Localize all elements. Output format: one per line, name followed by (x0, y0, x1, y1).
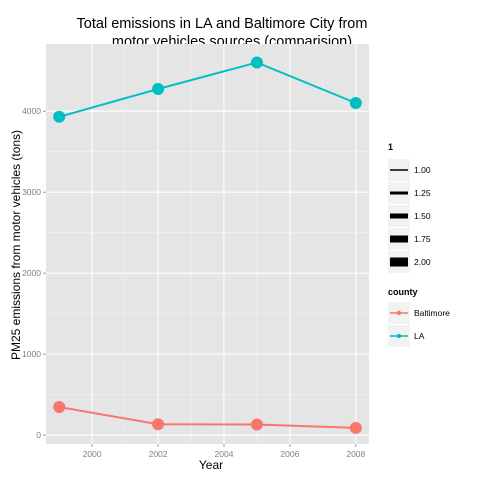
x-tick-label: 2006 (280, 449, 299, 459)
y-tick-label: 0 (36, 430, 41, 440)
data-point-baltimore (53, 401, 66, 414)
size-legend-label: 1.50 (414, 211, 431, 221)
color-legend-point-baltimore (396, 310, 402, 316)
data-point-la (152, 83, 165, 96)
y-axis-title: PM25 emissions from motor vehicles (tons… (9, 130, 23, 360)
data-point-baltimore (250, 418, 263, 431)
x-tick-label: 2004 (215, 449, 234, 459)
x-tick-label: 2008 (346, 449, 365, 459)
chart-title-line-1: Total emissions in LA and Baltimore City… (77, 16, 368, 32)
data-point-baltimore (349, 421, 362, 434)
size-legend-label: 1.00 (414, 165, 431, 175)
size-legend-label: 1.75 (414, 234, 431, 244)
size-legend-label: 2.00 (414, 257, 431, 267)
data-series (53, 56, 362, 434)
color-legend-label-la: LA (414, 331, 425, 341)
legend: 1 1.00 1.25 1.50 1.75 2.00 county Baltimore LA (388, 142, 450, 347)
series-line-la (58, 61, 357, 118)
data-point-la (250, 56, 263, 69)
y-tick-label: 3000 (22, 187, 41, 197)
data-point-baltimore (152, 418, 165, 431)
x-axis-title: Year (199, 458, 223, 472)
series-line-baltimore (59, 406, 356, 429)
data-point-la (53, 110, 66, 123)
x-tick-label: 2002 (149, 449, 168, 459)
size-legend-title: 1 (388, 142, 393, 152)
axis-ticks: 2000 2002 2004 2006 2008 0 1000 2000 3000 4000 (22, 106, 365, 459)
data-point-la (349, 97, 362, 110)
plot-panel (46, 44, 369, 444)
y-tick-label: 4000 (22, 106, 41, 116)
color-legend-point-la (396, 333, 402, 339)
y-tick-label: 1000 (22, 349, 41, 359)
color-legend-label-baltimore: Baltimore (414, 308, 450, 318)
color-legend-title: county (388, 287, 418, 297)
y-tick-label: 2000 (22, 268, 41, 278)
x-tick-label: 2000 (83, 449, 102, 459)
grid-lines (46, 44, 369, 444)
size-legend-label: 1.25 (414, 188, 431, 198)
